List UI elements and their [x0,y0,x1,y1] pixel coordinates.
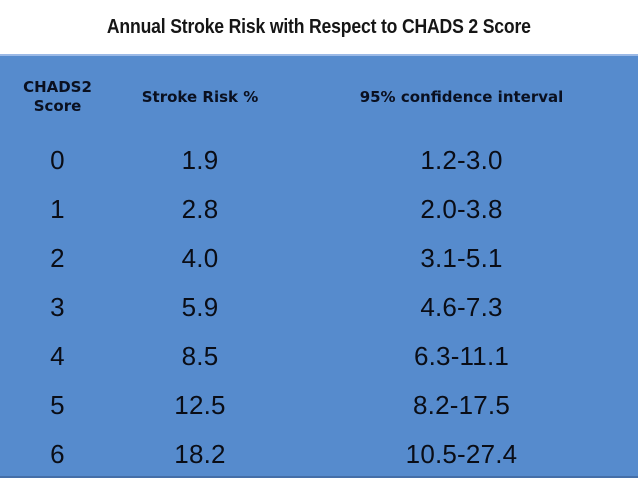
score-cell: 2 [50,243,65,273]
score-cell: 6 [50,439,65,469]
table-row: 4 8.5 6.3-11.1 [0,332,638,381]
risk-cell: 18.2 [174,439,226,469]
ci-cell: 3.1-5.1 [420,243,503,273]
score-cell: 5 [50,390,65,420]
risk-cell: 8.5 [181,341,219,371]
table-panel: CHADS2 Score Stroke Risk % 95% confidenc… [0,54,638,478]
table-row: 5 12.5 8.2-17.5 [0,381,638,430]
ci-cell: 6.3-11.1 [413,341,510,371]
page-title: Annual Stroke Risk with Respect to CHADS… [107,15,531,38]
table-row: 2 4.0 3.1-5.1 [0,234,638,283]
ci-cell: 2.0-3.8 [420,194,503,224]
table-body: 0 1.9 1.2-3.0 1 2.8 2.0-3.8 2 4.0 3.1-5.… [0,136,638,478]
column-header-confidence-interval: 95% confidence interval [359,87,564,106]
ci-cell: 4.6-7.3 [420,292,503,322]
score-cell: 3 [50,292,65,322]
score-cell: 1 [50,194,65,224]
table-row: 0 1.9 1.2-3.0 [0,136,638,185]
table-row: 1 2.8 2.0-3.8 [0,185,638,234]
risk-cell: 1.9 [181,145,219,175]
title-area: Annual Stroke Risk with Respect to CHADS… [0,0,638,54]
table-row: 3 5.9 4.6-7.3 [0,283,638,332]
column-header-chads2-score: CHADS2 Score [23,78,92,115]
risk-cell: 5.9 [181,292,219,322]
ci-cell: 8.2-17.5 [412,390,510,420]
column-header-stroke-risk: Stroke Risk % [141,87,259,106]
ci-cell: 10.5-27.4 [405,439,518,469]
table-row: 6 18.2 10.5-27.4 [0,430,638,478]
risk-cell: 2.8 [181,194,219,224]
table-header-row: CHADS2 Score Stroke Risk % 95% confidenc… [0,56,638,136]
risk-cell: 12.5 [174,390,226,420]
ci-cell: 1.2-3.0 [420,145,503,175]
score-cell: 0 [50,145,65,175]
risk-cell: 4.0 [181,243,219,273]
score-cell: 4 [50,341,65,371]
